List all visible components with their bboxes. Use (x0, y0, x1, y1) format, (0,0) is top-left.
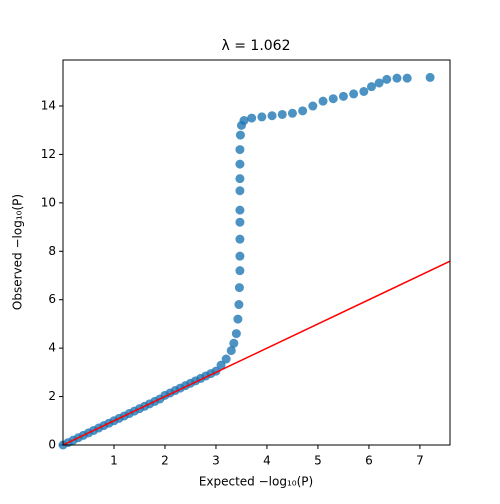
y-axis-label: Observed −log₁₀(P) (11, 194, 25, 310)
point (226, 346, 236, 356)
point (287, 108, 297, 118)
point (216, 360, 226, 370)
point (221, 354, 231, 364)
point (235, 234, 245, 244)
x-tick-label: 1 (110, 454, 118, 468)
point (402, 73, 412, 83)
x-tick-label: 4 (263, 454, 271, 468)
point (234, 300, 244, 310)
point (298, 106, 308, 116)
point (328, 94, 338, 104)
point (425, 72, 435, 82)
point (235, 145, 245, 155)
point (267, 111, 277, 121)
x-tick-label: 5 (314, 454, 322, 468)
point (359, 86, 369, 96)
point (277, 109, 287, 119)
x-axis-label: Expected −log₁₀(P) (199, 475, 313, 489)
point (257, 112, 267, 122)
point (382, 74, 392, 84)
point (366, 82, 376, 92)
point (235, 186, 245, 196)
point (235, 217, 245, 227)
y-tick-label: 12 (41, 147, 56, 161)
x-tick-label: 3 (212, 454, 220, 468)
point (247, 113, 257, 123)
point (235, 205, 245, 215)
y-tick-label: 0 (48, 438, 56, 452)
x-tick-label: 2 (161, 454, 169, 468)
point (234, 283, 244, 293)
point (233, 314, 243, 324)
point (235, 174, 245, 184)
point (374, 78, 384, 88)
point (231, 329, 241, 339)
point (392, 73, 402, 83)
point (338, 91, 348, 101)
point (229, 338, 239, 348)
point (235, 159, 245, 169)
point (349, 89, 359, 99)
point (235, 266, 245, 276)
x-tick-label: 7 (416, 454, 424, 468)
point (308, 101, 318, 111)
plot-frame (62, 59, 451, 446)
y-tick-label: 10 (41, 195, 56, 209)
point (239, 116, 249, 126)
chart-title: λ = 1.062 (222, 38, 291, 54)
y-tick-label: 6 (48, 292, 56, 306)
y-tick-label: 4 (48, 341, 56, 355)
x-tick-label: 6 (365, 454, 373, 468)
reference-line (62, 260, 451, 446)
point (318, 96, 328, 106)
y-tick-label: 14 (41, 99, 56, 113)
point (235, 130, 245, 140)
point (235, 251, 245, 261)
y-tick-label: 8 (48, 244, 56, 258)
y-tick-label: 2 (48, 389, 56, 403)
